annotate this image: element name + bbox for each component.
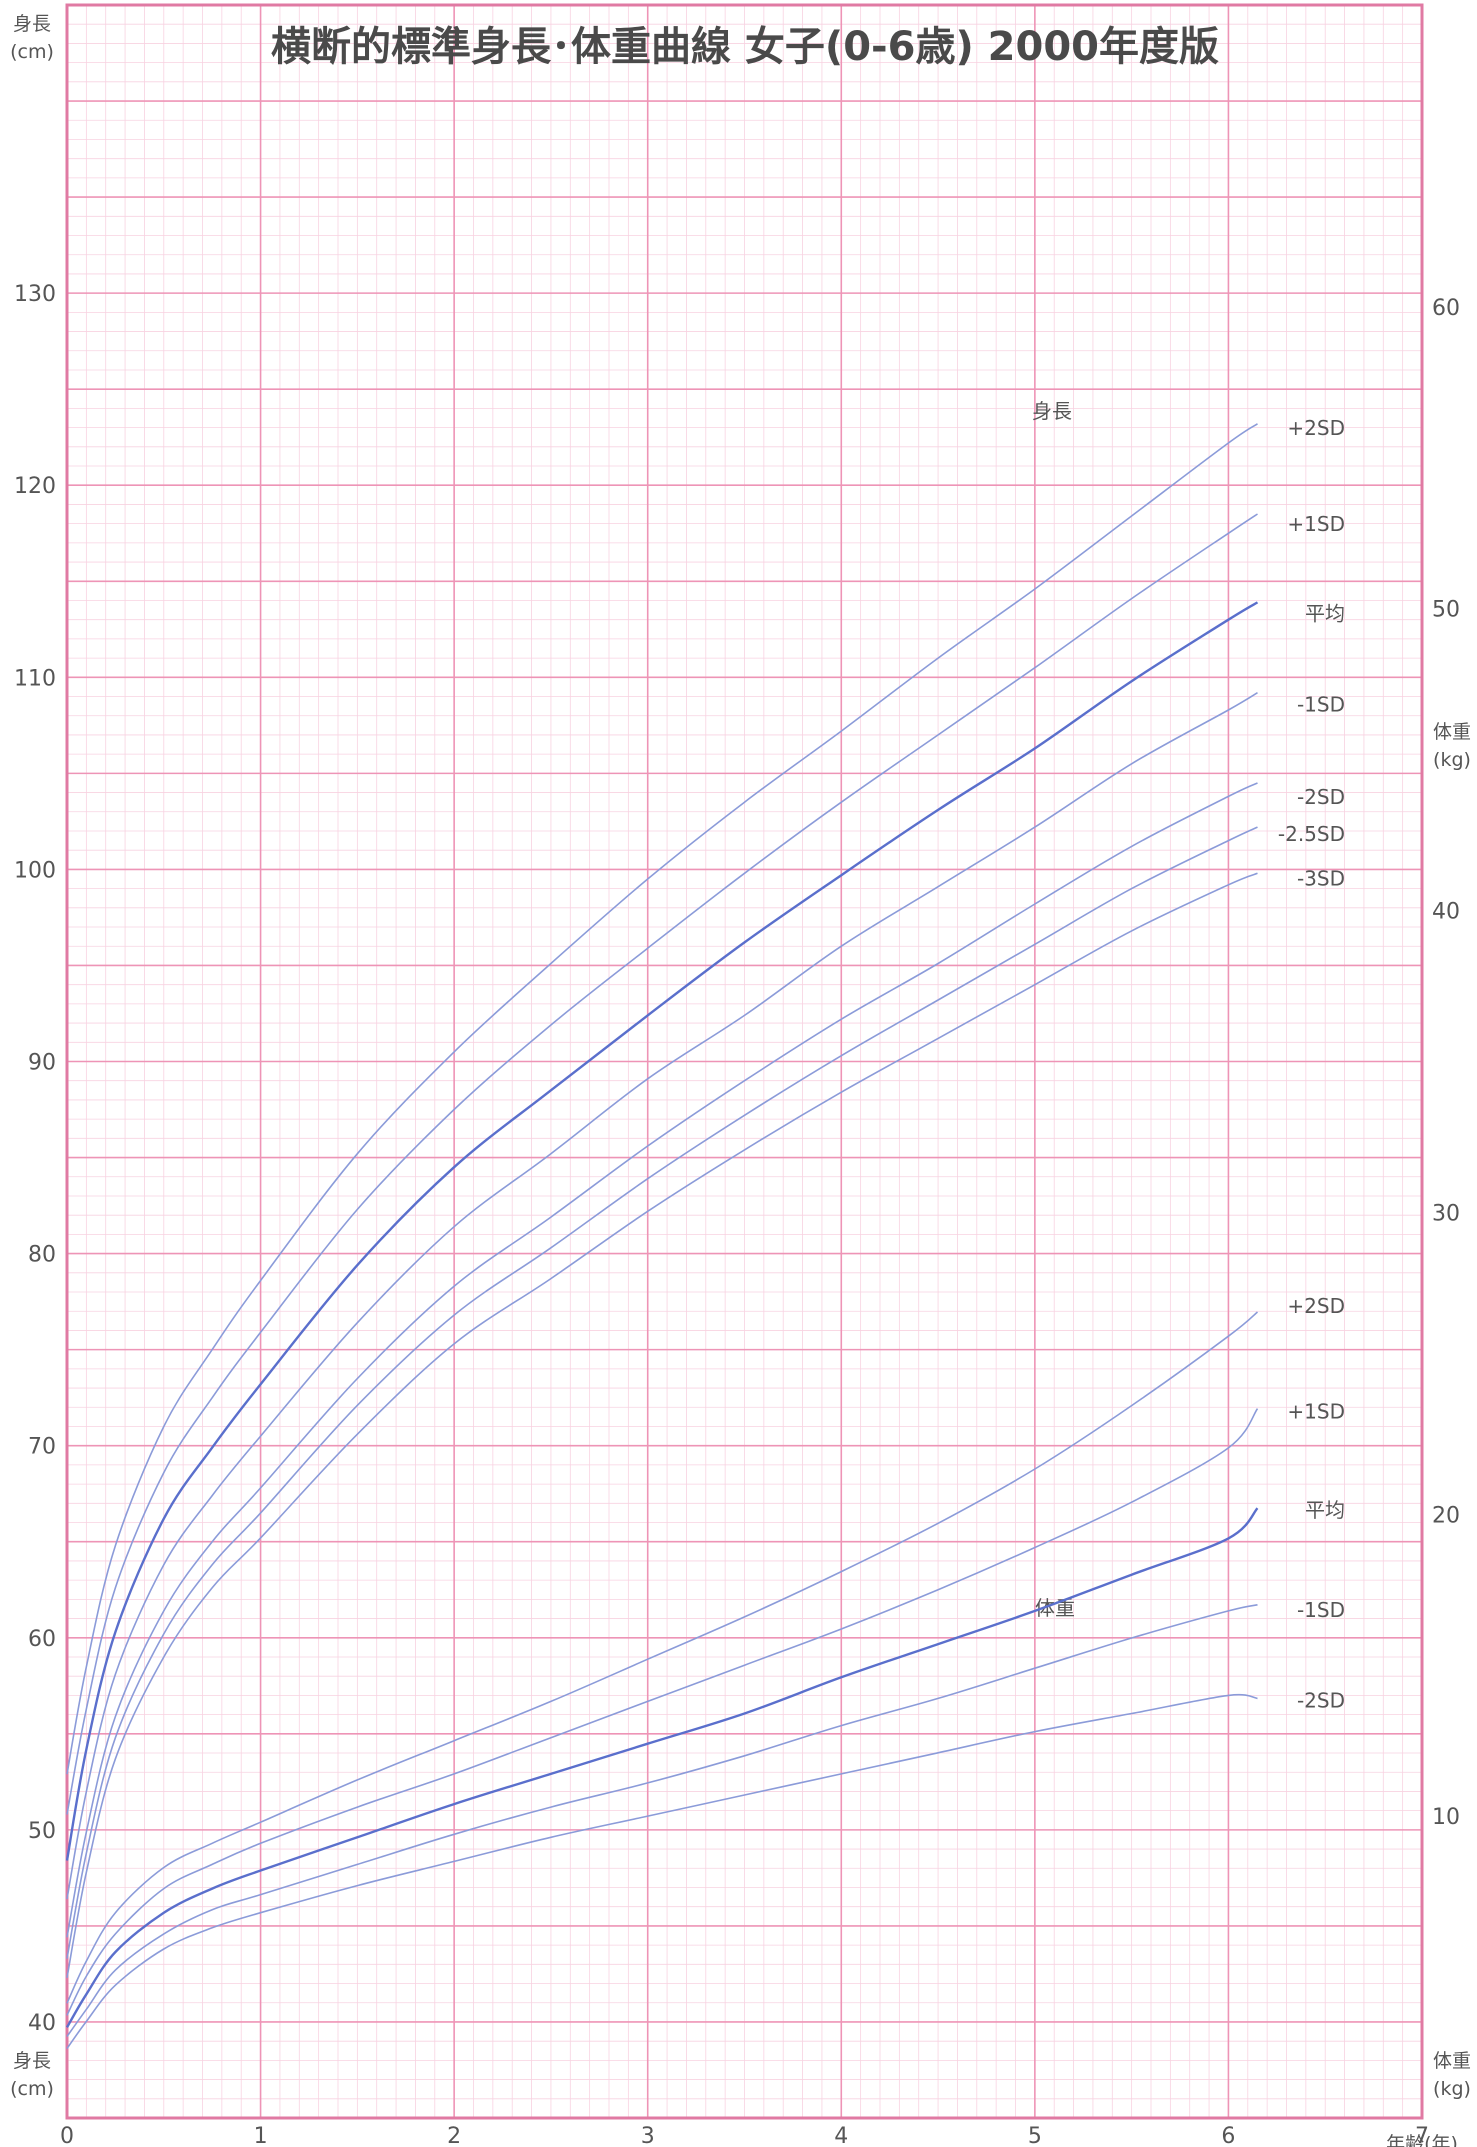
height-curve-minus1sd [66, 692, 1258, 1900]
weight-curve-plus2sd [66, 1311, 1259, 2004]
plot-frame [65, 3, 1424, 2120]
height-curve-mean [65, 601, 1259, 1861]
right-axis-label-bottom: 体重 [1433, 2050, 1471, 2072]
weight-curve-mean [65, 1507, 1259, 2029]
height-curve-label: -3SD [1297, 866, 1345, 890]
chart-title: 横断的標準身長･体重曲線 女子(0-6歳) 2000年度版 [271, 24, 1219, 70]
height-tick-label: 80 [28, 1243, 56, 1268]
weight-tick-label: 50 [1432, 598, 1460, 623]
weight-curve-label: -1SD [1297, 1598, 1345, 1622]
height-tick-label: 130 [14, 282, 56, 307]
height-curve-plus1sd [66, 513, 1258, 1815]
x-tick-label: 3 [641, 2124, 655, 2147]
x-tick-label: 5 [1028, 2124, 1042, 2147]
weight-tick-label: 10 [1432, 1805, 1460, 1830]
x-axis-label: 年齢(年) [1386, 2133, 1458, 2147]
weight-curve-label: +2SD [1287, 1294, 1345, 1318]
right-axis-unit-top: (kg) [1433, 749, 1471, 771]
height-curve-minus2sd [66, 782, 1258, 1938]
height-tick-label: 100 [14, 858, 56, 883]
height-group-label: 身長 [1032, 399, 1072, 423]
x-tick-label: 1 [254, 2124, 268, 2147]
weight-curve-minus1sd [66, 1604, 1258, 2037]
weight-tick-label: 60 [1432, 296, 1460, 321]
weight-curves: +2SD +1SD 平均 -1SD -2SD [65, 1294, 1345, 2050]
height-tick-label: 60 [28, 1627, 56, 1652]
height-curve-label: -2.5SD [1278, 822, 1345, 846]
height-curve-plus2sd [66, 423, 1258, 1775]
left-axis-ticks: 40 50 60 70 80 90 100 110 120 130 [14, 282, 56, 2036]
height-tick-label: 70 [28, 1435, 56, 1460]
height-curve-label: -1SD [1297, 693, 1345, 717]
left-axis-unit-top: (cm) [10, 41, 54, 63]
weight-tick-label: 30 [1432, 1201, 1460, 1226]
weight-curve-label: 平均 [1305, 1498, 1345, 1522]
weight-curve-minus2sd [66, 1693, 1258, 2050]
right-axis-ticks: 10 20 30 40 50 60 [1432, 296, 1460, 1830]
height-tick-label: 110 [14, 666, 56, 691]
x-tick-label: 4 [834, 2124, 848, 2147]
x-tick-label: 2 [447, 2124, 461, 2147]
height-curve-minus3sd [66, 872, 1258, 1978]
height-curve-minus2_5sd [66, 826, 1258, 1959]
weight-curve-plus1sd [66, 1408, 1259, 2016]
height-tick-label: 40 [28, 2011, 56, 2036]
right-axis-unit-bottom: (kg) [1433, 2078, 1471, 2100]
x-axis-ticks: 0 1 2 3 4 5 6 7 [60, 2124, 1429, 2147]
weight-tick-label: 40 [1432, 900, 1460, 925]
left-axis-label-bottom: 身長 [13, 2050, 51, 2072]
right-axis-label-top: 体重 [1433, 721, 1471, 743]
weight-curve-label: -2SD [1297, 1688, 1345, 1712]
height-tick-label: 120 [14, 474, 56, 499]
height-curve-label: -2SD [1297, 785, 1345, 809]
height-tick-label: 90 [28, 1051, 56, 1076]
weight-tick-label: 20 [1432, 1503, 1460, 1528]
height-tick-label: 50 [28, 1819, 56, 1844]
height-curve-label: +1SD [1287, 512, 1345, 536]
left-axis-unit-bottom: (cm) [10, 2078, 54, 2100]
x-tick-label: 0 [60, 2124, 74, 2147]
x-tick-label: 6 [1221, 2124, 1235, 2147]
x-tick-label: 7 [1415, 2124, 1429, 2147]
height-curve-label: +2SD [1287, 416, 1345, 440]
weight-curve-label: +1SD [1287, 1400, 1345, 1424]
height-curves: +2SD +1SD 平均 -1SD -2SD -2.5SD -3SD [65, 416, 1345, 1978]
height-curve-label: 平均 [1305, 601, 1345, 625]
left-axis-label-top: 身長 [13, 13, 51, 35]
